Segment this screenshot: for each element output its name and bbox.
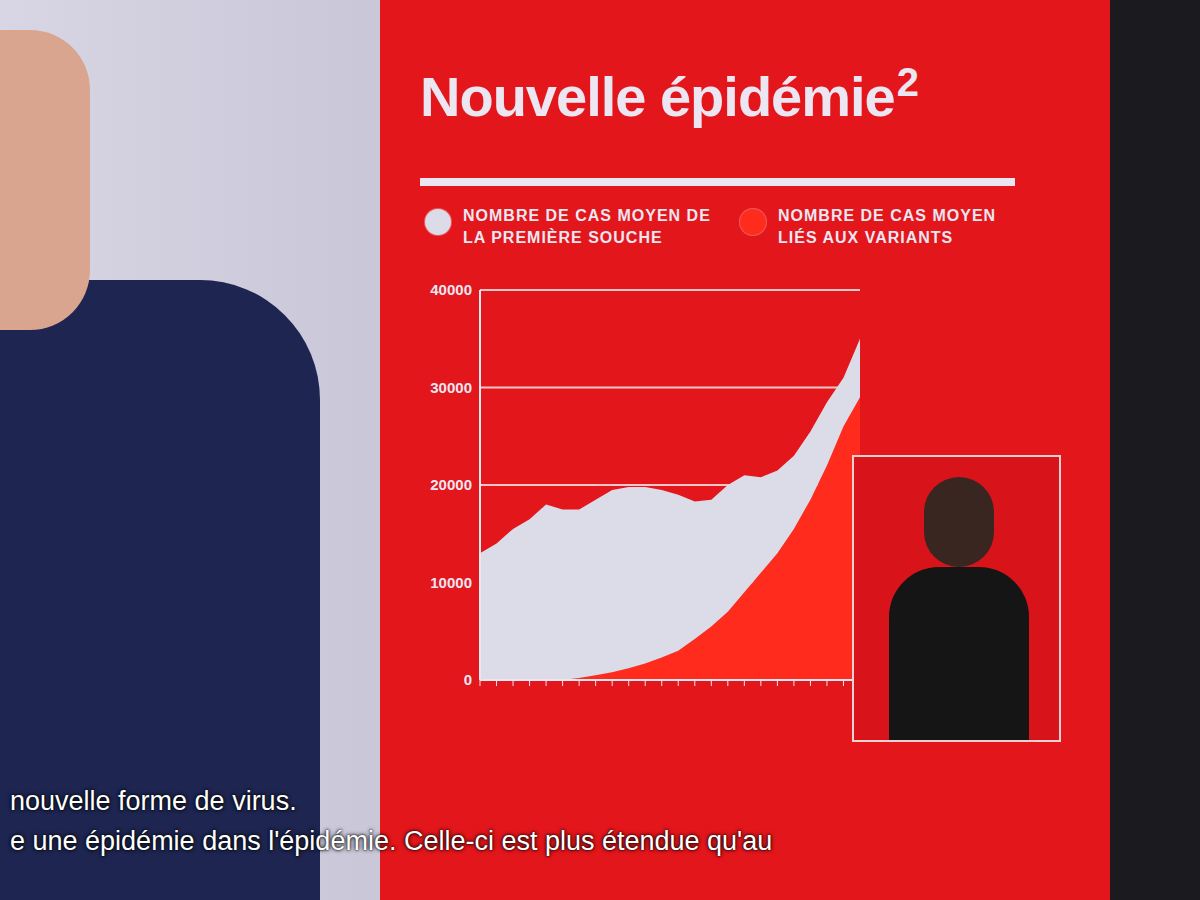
html-text:e une épidémie dans l'épidémie: e une épidémie dans l'épidémie. Celle-ci…	[10, 826, 773, 856]
html-text:Nouvelle épidémie2: Nouvelle épidémie2	[420, 60, 918, 128]
svg-text:20000: 20000	[430, 476, 472, 493]
svg-text:30000: 30000	[430, 379, 472, 396]
svg-text:0: 0	[464, 671, 472, 688]
html-text:NOMBRE DE CAS MOYEN DE LA PREM: NOMBRE DE CAS MOYEN DE LA PREMIÈRE SOUCH…	[463, 207, 711, 246]
svg-text:10000: 10000	[430, 574, 472, 591]
html-text:nouvelle forme de virus.: nouvelle forme de virus.	[10, 786, 297, 816]
svg-text:40000: 40000	[430, 281, 472, 298]
html-text:NOMBRE DE CAS MOYEN LIÉS AUX V: NOMBRE DE CAS MOYEN LIÉS AUX VARIANTS	[778, 207, 997, 246]
